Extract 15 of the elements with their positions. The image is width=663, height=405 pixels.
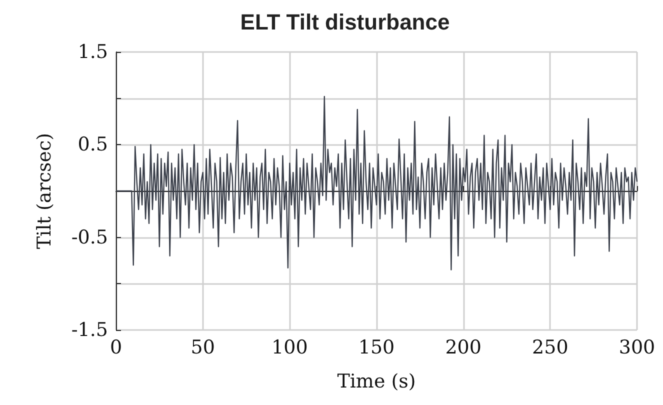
x-tick-label: 50 (190, 336, 215, 358)
x-axis-title: Time (s) (337, 370, 416, 392)
x-tick-label: 250 (532, 336, 568, 358)
chart-title: ELT Tilt disturbance (240, 10, 450, 34)
y-tick-label: 0.5 (78, 134, 108, 156)
y-tick-label: 1.5 (78, 41, 108, 63)
x-tick-label: 150 (358, 336, 395, 358)
x-tick-label: 200 (445, 336, 482, 358)
y-tick-label: -0.5 (71, 226, 108, 248)
y-axis-title: Tilt (arcsec) (34, 132, 56, 250)
x-tick-label: 0 (110, 336, 122, 358)
line-series (115, 96, 638, 270)
x-tick-label: 100 (272, 336, 308, 358)
x-tick-label: 300 (618, 336, 656, 358)
y-tick-label: -1.5 (71, 319, 108, 341)
